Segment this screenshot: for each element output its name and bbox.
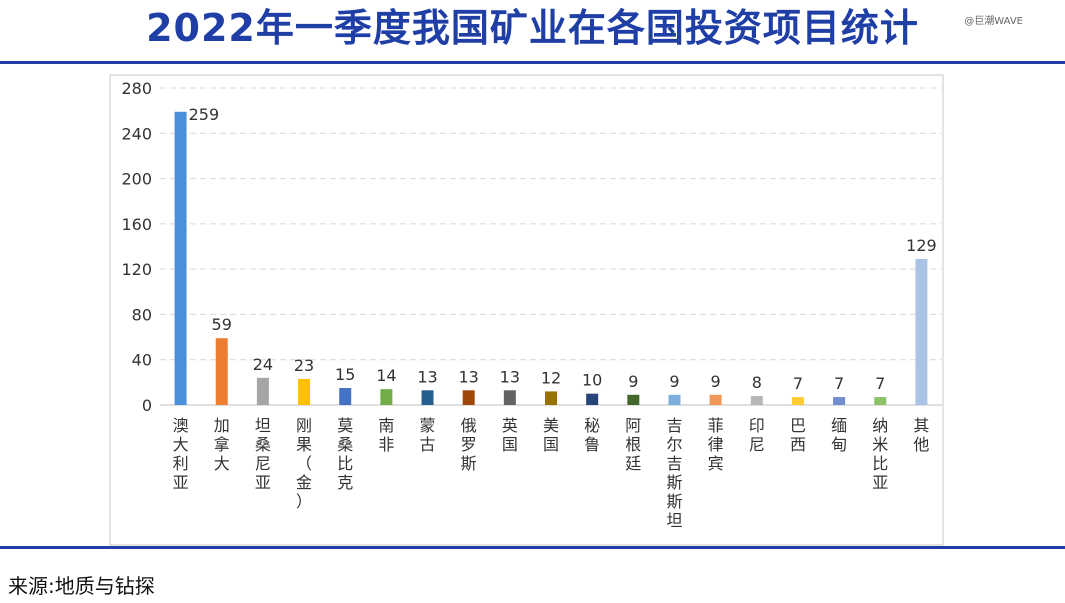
data-label: 7 — [875, 374, 885, 393]
data-label: 10 — [582, 371, 602, 390]
data-label: 59 — [212, 315, 232, 334]
data-label: 15 — [335, 365, 355, 384]
y-tick-label: 40 — [132, 351, 152, 370]
bar-3 — [298, 378, 311, 405]
x-tick-label: 莫桑比克 — [337, 416, 353, 492]
x-tick-label: 刚果（金） — [296, 416, 312, 511]
x-tick-label: 英国 — [502, 416, 518, 454]
x-tick-label: 其他 — [913, 416, 929, 454]
page-title: 2022年一季度我国矿业在各国投资项目统计 — [146, 6, 919, 50]
bar-chart: 0 40 80 120 160 200 240 280 259 59 24 23 15 14 13 13 13… — [109, 74, 944, 546]
source-note: 来源:地质与钻探 — [8, 574, 155, 598]
data-labels: 259 59 24 23 15 14 13 13 13 12 10 9 9 9 8 7 7 7 129 — [189, 105, 937, 393]
y-tick-label: 280 — [121, 79, 152, 98]
data-label: 13 — [417, 367, 437, 386]
bar-8 — [503, 390, 516, 405]
bar-16 — [833, 397, 846, 405]
data-label: 259 — [189, 105, 220, 124]
x-tick-label: 蒙古 — [420, 416, 436, 454]
data-label: 14 — [376, 366, 396, 385]
bar-17 — [874, 397, 887, 405]
y-tick-label: 200 — [121, 170, 152, 189]
bar-13 — [709, 394, 722, 405]
y-axis: 0 40 80 120 160 200 240 280 — [121, 79, 942, 415]
bar-4 — [339, 388, 352, 405]
data-label: 23 — [294, 356, 314, 375]
data-label: 24 — [253, 355, 273, 374]
grid-lines — [160, 87, 942, 361]
data-label: 13 — [459, 367, 479, 386]
bar-7 — [462, 390, 475, 405]
data-label: 9 — [669, 372, 679, 391]
y-tick-label: 240 — [121, 124, 152, 143]
data-label: 8 — [752, 373, 762, 392]
x-tick-label: 南非 — [378, 416, 394, 454]
x-tick-label: 坦桑尼亚 — [255, 416, 271, 492]
data-label: 7 — [834, 374, 844, 393]
bar-0 — [174, 111, 187, 406]
data-label: 9 — [711, 372, 721, 391]
x-tick-label: 吉尔吉斯斯坦 — [666, 416, 682, 530]
y-tick-label: 80 — [132, 305, 152, 324]
bar-5 — [380, 389, 393, 405]
bar-18 — [915, 258, 928, 405]
x-tick-label: 巴西 — [790, 416, 806, 454]
x-tick-label: 印尼 — [749, 416, 765, 454]
bar-10 — [586, 393, 599, 405]
data-label: 9 — [628, 372, 638, 391]
bar-15 — [791, 397, 804, 405]
x-tick-label: 加拿大 — [214, 416, 230, 473]
bar-9 — [545, 391, 557, 405]
x-tick-label: 菲律宾 — [708, 416, 724, 473]
x-tick-label: 秘鲁 — [584, 416, 600, 454]
y-tick-label: 120 — [121, 260, 152, 279]
x-tick-label: 纳米比亚 — [872, 416, 888, 492]
top-divider — [0, 61, 1065, 64]
data-label: 129 — [906, 236, 937, 255]
x-tick-label: 美国 — [543, 416, 559, 454]
bars — [174, 111, 928, 406]
bar-11 — [627, 394, 640, 405]
plot-frame — [109, 74, 944, 546]
x-tick-label: 缅甸 — [831, 416, 847, 454]
y-tick-label: 160 — [121, 215, 152, 234]
data-label: 12 — [541, 368, 561, 387]
bar-14 — [750, 395, 763, 405]
bottom-divider — [0, 546, 1065, 549]
bar-12 — [668, 394, 681, 405]
data-label: 7 — [793, 374, 803, 393]
y-tick-label: 0 — [142, 396, 152, 415]
x-tick-label: 澳大利亚 — [173, 416, 189, 492]
data-label: 13 — [500, 367, 520, 386]
bar-1 — [215, 338, 228, 405]
watermark: @巨潮WAVE — [964, 16, 1023, 27]
bar-2 — [256, 377, 269, 405]
x-tick-label: 俄罗斯 — [461, 416, 477, 473]
x-tick-label: 阿根廷 — [625, 416, 641, 473]
bar-6 — [421, 390, 434, 405]
